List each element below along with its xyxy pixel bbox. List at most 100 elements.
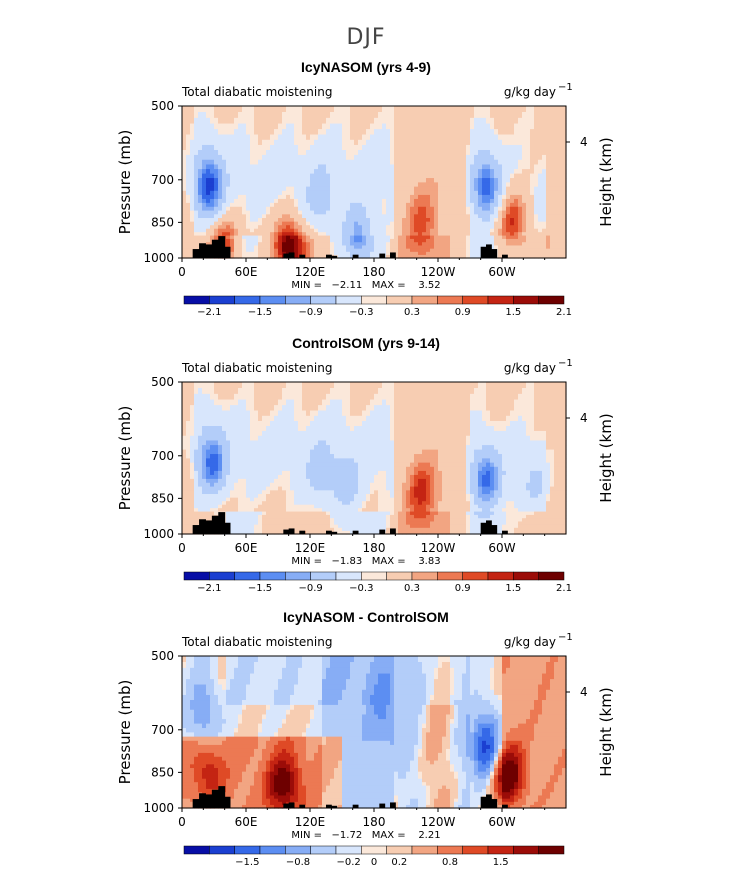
field-cell xyxy=(206,405,211,412)
field-cell xyxy=(318,214,323,219)
field-cell xyxy=(330,210,335,215)
field-cell xyxy=(246,242,251,247)
field-cell xyxy=(182,530,187,535)
field-cell xyxy=(218,112,223,119)
field-cell xyxy=(266,430,271,437)
field-cell xyxy=(318,228,323,233)
field-cell xyxy=(486,190,491,196)
field-cell xyxy=(386,228,391,233)
field-cell xyxy=(254,415,259,422)
field-cell xyxy=(538,186,543,192)
field-cell xyxy=(186,238,191,243)
field-cell xyxy=(326,235,331,240)
field-cell xyxy=(202,420,207,427)
field-cell xyxy=(306,508,311,513)
field-cell xyxy=(350,169,355,175)
field-cell xyxy=(230,445,235,451)
field-cell xyxy=(342,154,347,161)
field-cell xyxy=(330,242,335,247)
field-cell xyxy=(206,449,211,455)
y-axis-title: Pressure (mb) xyxy=(116,130,134,235)
field-cell xyxy=(266,494,271,499)
field-cell xyxy=(282,242,287,247)
field-cell xyxy=(186,202,191,208)
field-cell xyxy=(246,445,251,451)
field-cell xyxy=(526,248,531,253)
field-cell xyxy=(266,399,271,406)
field-cell xyxy=(402,139,407,146)
field-cell xyxy=(302,186,307,192)
field-cell xyxy=(214,458,219,464)
field-cell xyxy=(542,169,547,175)
field-cell xyxy=(386,221,391,226)
field-cell xyxy=(194,445,199,451)
field-cell xyxy=(506,159,511,166)
field-cell xyxy=(518,144,523,151)
colorbar-swatch xyxy=(437,295,463,305)
field-cell xyxy=(434,144,439,151)
field-cell xyxy=(326,202,331,208)
field-cell xyxy=(482,144,487,151)
field-cell xyxy=(206,458,211,464)
field-cell xyxy=(230,232,235,237)
field-cell xyxy=(262,415,267,422)
field-cell xyxy=(286,445,291,451)
field-cell xyxy=(474,159,479,166)
field-cell xyxy=(466,150,471,156)
field-cell xyxy=(186,139,191,146)
field-cell xyxy=(518,106,523,113)
field-cell xyxy=(198,134,203,141)
field-cell xyxy=(438,210,443,215)
field-cell xyxy=(534,225,539,230)
field-cell xyxy=(318,169,323,175)
field-cell xyxy=(238,382,243,389)
field-cell xyxy=(242,225,247,230)
field-cell xyxy=(558,178,563,183)
field-cell xyxy=(246,530,251,535)
field-cell xyxy=(262,474,267,480)
field-cell xyxy=(222,139,227,146)
field-cell xyxy=(270,454,275,459)
field-cell xyxy=(394,254,399,259)
field-cell xyxy=(410,214,415,219)
field-cell xyxy=(386,190,391,196)
field-cell xyxy=(322,466,327,472)
field-cell xyxy=(314,221,319,226)
field-cell xyxy=(394,173,399,179)
field-cell xyxy=(470,218,475,223)
field-cell xyxy=(242,530,247,535)
field-cell xyxy=(270,206,275,212)
field-cell xyxy=(446,106,451,113)
field-cell xyxy=(326,482,331,488)
field-cell xyxy=(338,194,343,200)
field-cell xyxy=(530,154,535,161)
field-cell xyxy=(206,511,211,516)
field-cell xyxy=(358,235,363,240)
field-cell xyxy=(410,242,415,247)
field-cell xyxy=(182,458,187,464)
field-cell xyxy=(374,202,379,208)
field-cell xyxy=(190,454,195,459)
field-cell xyxy=(502,150,507,156)
field-cell xyxy=(498,235,503,240)
field-cell xyxy=(186,186,191,192)
field-cell xyxy=(186,405,191,412)
field-cell xyxy=(258,490,263,495)
field-cell xyxy=(242,445,247,451)
field-cell xyxy=(194,399,199,406)
field-cell xyxy=(510,112,515,119)
field-cell xyxy=(234,504,239,509)
field-cell xyxy=(306,466,311,472)
field-cell xyxy=(334,430,339,437)
field-cell xyxy=(258,164,263,170)
field-cell xyxy=(426,225,431,230)
field-cell xyxy=(402,218,407,223)
field-cell xyxy=(322,511,327,516)
field-cell xyxy=(558,221,563,226)
field-cell xyxy=(230,144,235,151)
field-cell xyxy=(254,420,259,427)
field-cell xyxy=(214,508,219,513)
field-cell xyxy=(370,117,375,125)
field-cell xyxy=(294,112,299,119)
field-cell xyxy=(190,420,195,427)
